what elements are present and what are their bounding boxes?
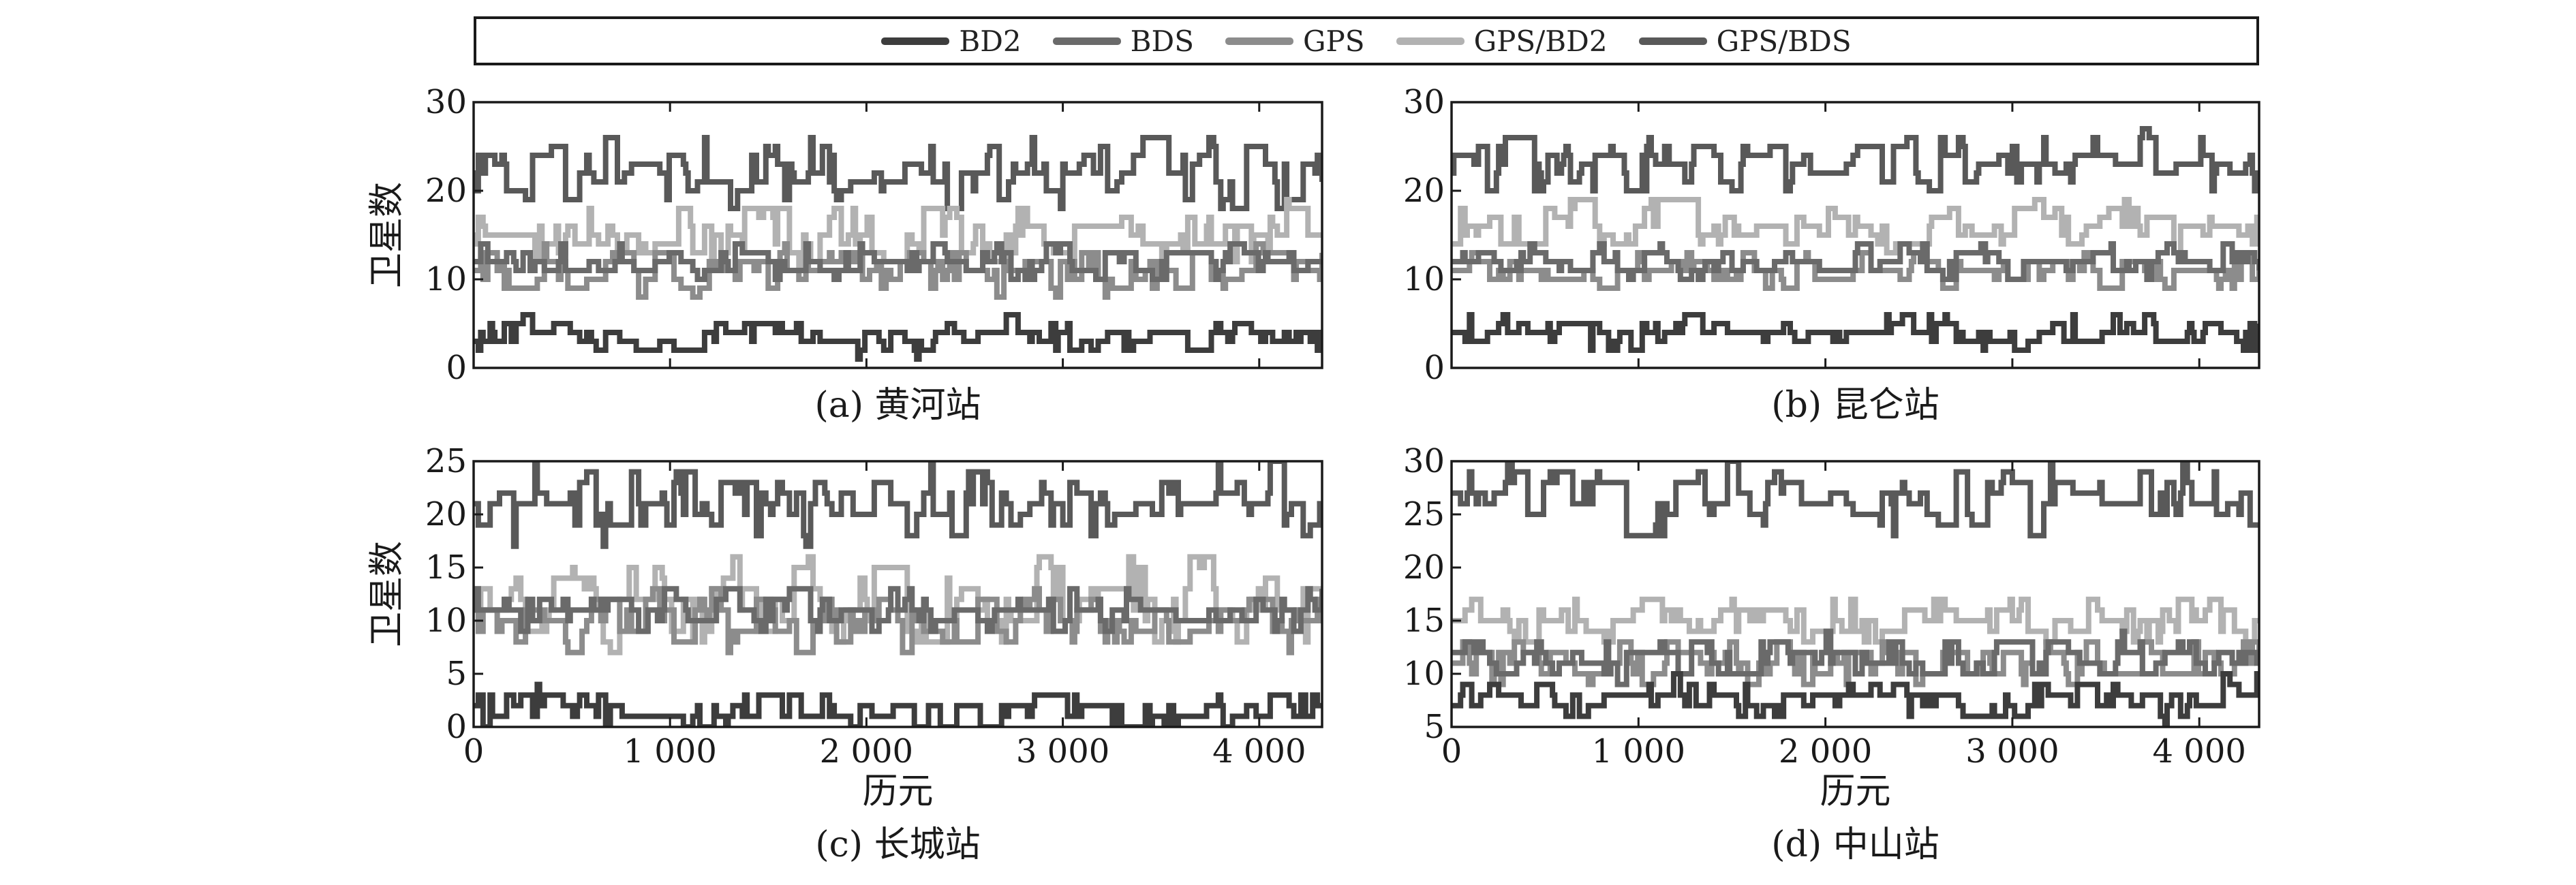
y-tick-label: 30 [425,83,467,121]
y-tick-label: 0 [446,708,467,746]
y-tick-label: 0 [446,349,467,387]
y-axis-label: 卫星数 [367,541,408,647]
plot-frame [472,101,1323,369]
legend-items: BD2 BDS GPS GPS/BD2 GPS/BDS [476,19,2256,63]
panel-caption: (d) 中山站 [1771,824,1939,865]
x-tick-label: 3 000 [1965,732,2059,771]
legend-swatch [1638,37,1707,45]
y-tick-label: 15 [425,548,467,587]
y-tick-label: 10 [425,260,467,298]
series-line-gps [474,586,1322,655]
chart-panel-2: 0 10 20 30 (b) 昆仑站 [1403,83,2260,426]
legend-item-gps: GPS [1225,25,1365,58]
y-tick-label: 30 [1403,83,1445,121]
legend-item-bd2: BD2 [881,24,1022,58]
series-line-bds [474,586,1322,634]
x-tick-label: 0 [1441,732,1462,771]
series-line-gps-bds [1452,126,2259,193]
series-line-bds [1452,628,2259,687]
x-tick-label: 3 000 [1016,732,1109,771]
y-tick-label: 20 [425,172,467,210]
x-tick-label: 0 [463,732,485,771]
y-tick-label: 30 [1403,442,1445,480]
y-tick-label: 25 [1403,495,1445,533]
y-axis-label: 卫星数 [367,182,408,288]
legend-swatch [881,37,950,45]
series-line-gps-bd2 [1452,596,2259,645]
x-tick-label: 1 000 [1592,732,1685,771]
legend-swatch [1396,37,1465,45]
series-line-bd2 [474,312,1322,362]
legend-item-bds: BDS [1052,24,1194,58]
plot-frame [1450,460,2260,728]
y-tick-label: 10 [425,602,467,640]
series-line-bds [1452,241,2259,282]
plot-frame [472,460,1323,728]
panel-caption: (b) 昆仑站 [1771,385,1939,426]
y-tick-label: 15 [1403,602,1445,640]
chart-panel-4: 5 10 15 20 25 30 0 1 000 2 000 3 000 4 000 历元 (d) 中山… [1403,442,2260,865]
series-line-gps [474,241,1322,300]
panel-caption: (c) 长城站 [815,824,980,865]
y-tick-label: 20 [425,495,467,533]
panel-caption: (a) 黄河站 [814,385,981,426]
x-tick-label: 4 000 [2153,732,2246,771]
x-tick-label: 2 000 [820,732,913,771]
y-tick-label: 5 [446,655,467,693]
y-tick-label: 10 [1403,655,1445,693]
plot-frame [1450,101,2260,369]
series-line-gps-bds [474,135,1322,211]
x-tick-label: 4 000 [1212,732,1306,771]
series-line-gps-bds [1452,461,2259,539]
legend-swatch [1225,37,1293,45]
y-tick-label: 25 [425,442,467,480]
legend-swatch [1052,37,1121,45]
series-line-bd2 [474,681,1322,727]
legend-item-gps-bds: GPS/BDS [1638,24,1852,58]
x-tick-label: 2 000 [1779,732,1872,771]
x-tick-label: 1 000 [623,732,716,771]
y-tick-label: 10 [1403,260,1445,298]
legend-label: BDS [1130,24,1194,58]
x-axis-label: 历元 [862,771,933,812]
chart-panel-1: 0 10 20 30 卫星数 (a) 黄河站 [367,83,1323,426]
legend-label: BD2 [959,24,1022,58]
legend: BD2 BDS GPS GPS/BD2 GPS/BDS [474,16,2259,65]
series-line-gps-bd2 [1452,197,2259,255]
legend-label: GPS/BD2 [1473,24,1608,58]
series-line-bds [474,241,1322,282]
series-line-bd2 [1452,312,2259,353]
y-tick-label: 20 [1403,548,1445,587]
y-tick-label: 0 [1424,349,1445,387]
y-tick-label: 5 [1424,708,1445,746]
y-tick-label: 20 [1403,172,1445,210]
legend-label: GPS [1302,24,1365,58]
series-line-gps-bds [474,461,1322,549]
legend-label: GPS/BDS [1716,24,1852,58]
x-axis-label: 历元 [1820,771,1890,812]
series-line-bd2 [1452,671,2259,727]
legend-item-gps-bd2: GPS/BD2 [1396,25,1608,58]
